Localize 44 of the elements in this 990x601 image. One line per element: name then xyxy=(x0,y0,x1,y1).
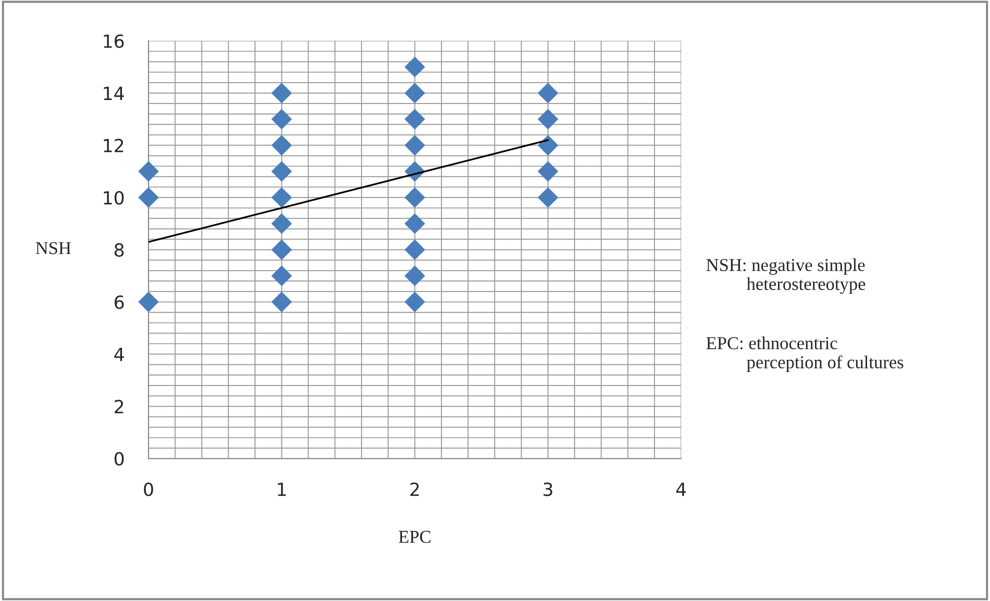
point xyxy=(271,134,292,156)
y-tick-label: 12 xyxy=(104,138,124,152)
y-tick-label: 4 xyxy=(114,348,124,361)
point xyxy=(404,187,426,208)
point xyxy=(538,82,558,104)
y-tick-label: 16 xyxy=(104,34,124,48)
y-tick-label: 8 xyxy=(114,243,124,257)
text: NSH: negative simple heterostereotype xyxy=(706,258,866,294)
point xyxy=(271,213,292,234)
point xyxy=(538,134,558,156)
point xyxy=(138,161,159,182)
x-tick-label: 0 xyxy=(144,482,154,496)
x-tick-label: 2 xyxy=(410,482,419,496)
point xyxy=(404,134,426,156)
y-tick-label: 10 xyxy=(104,190,124,205)
point xyxy=(404,292,426,312)
point xyxy=(538,161,558,182)
x-axis-title: EPC xyxy=(398,530,430,543)
x-tick-label: 4 xyxy=(676,482,686,496)
y-tick-label: 0 xyxy=(114,452,124,466)
point xyxy=(404,108,426,130)
point xyxy=(404,213,426,234)
x-tick-label: 3 xyxy=(544,482,552,496)
y-tick-label: 2 xyxy=(114,400,124,414)
point xyxy=(271,82,292,104)
y-tick-label: 6 xyxy=(114,295,124,310)
point xyxy=(271,187,292,208)
y-tick-label: 14 xyxy=(104,86,124,100)
point xyxy=(271,108,292,130)
y-axis-title: NSH xyxy=(36,242,71,254)
point xyxy=(271,266,292,286)
point xyxy=(538,187,558,208)
point xyxy=(404,82,426,104)
point xyxy=(271,239,292,260)
text: EPC: ethnocentric perception of cultures xyxy=(706,336,904,372)
point xyxy=(404,239,426,260)
x-tick-label: 1 xyxy=(278,482,286,496)
point xyxy=(138,187,159,208)
point xyxy=(138,292,159,312)
point xyxy=(271,161,292,182)
point xyxy=(404,56,426,78)
point xyxy=(538,108,558,130)
point xyxy=(404,266,426,286)
point xyxy=(271,292,292,312)
